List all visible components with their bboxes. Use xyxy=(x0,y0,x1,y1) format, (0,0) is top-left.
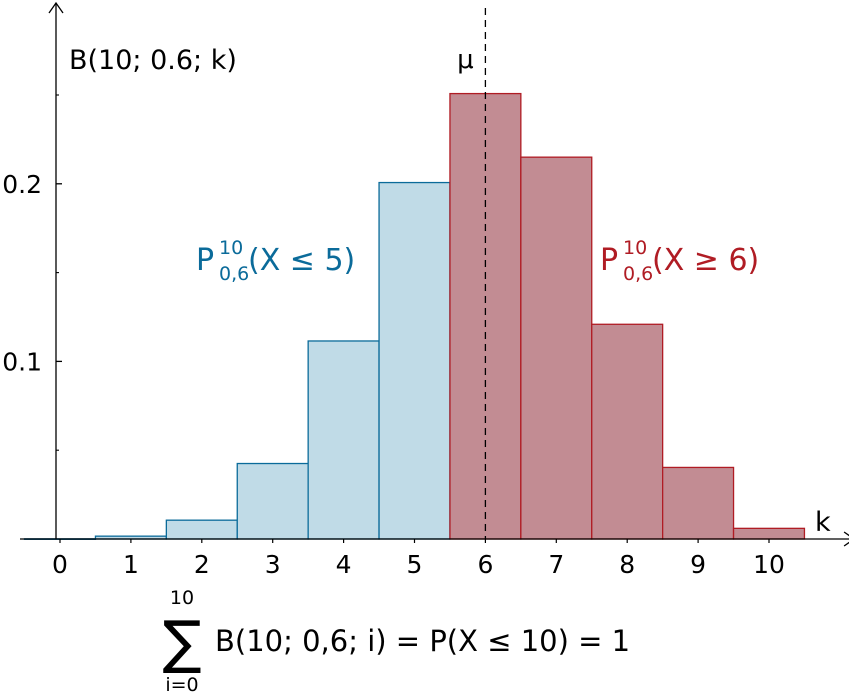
bar-k-4 xyxy=(307,340,380,540)
annotation-right: P 10 0,6 (X ≥ 6) xyxy=(600,237,759,285)
bar-k-10 xyxy=(732,527,806,540)
x-axis-label: k xyxy=(815,507,831,538)
x-axis-arrow xyxy=(843,531,849,547)
sum-upper-limit: 10 xyxy=(170,587,194,609)
y-tick-labels: 0.1 0.2 xyxy=(2,170,42,377)
bar-k-8 xyxy=(591,323,664,540)
annotation-right-sup: 10 xyxy=(623,237,647,259)
x-tick-label-1: 1 xyxy=(123,550,139,579)
x-tick-label-8: 8 xyxy=(619,550,635,579)
annotation-left: P 10 0,6 (X ≤ 5) xyxy=(196,237,355,285)
bar-k-3 xyxy=(236,462,309,540)
annotation-right-text: (X ≥ 6) xyxy=(652,243,759,278)
mean-label: μ xyxy=(457,45,474,75)
histogram-bars xyxy=(23,92,806,540)
x-tick-label-4: 4 xyxy=(336,550,352,579)
summation-formula: ∑ 10 i=0 B(10; 0,6; i) = P(X ≤ 10) = 1 xyxy=(162,587,630,696)
x-tick-label-10: 10 xyxy=(753,550,785,579)
annotation-left-prefix: P xyxy=(196,243,214,278)
annotation-left-sup: 10 xyxy=(219,237,243,259)
bar-k-9 xyxy=(662,466,735,540)
bar-k-5 xyxy=(378,181,451,540)
y-axis-arrow xyxy=(48,1,64,14)
annotation-right-prefix: P xyxy=(600,243,618,278)
x-tick-labels: 0 1 2 3 4 5 6 7 8 9 10 xyxy=(52,550,785,579)
sum-expression: B(10; 0,6; i) = P(X ≤ 10) = 1 xyxy=(215,624,630,658)
x-tick-label-7: 7 xyxy=(548,550,564,579)
y-tick-label: 0.1 xyxy=(2,347,42,376)
annotation-right-sub: 0,6 xyxy=(623,263,653,285)
y-tick-label: 0.2 xyxy=(2,170,42,199)
sum-symbol: ∑ xyxy=(162,608,201,676)
bar-k-2 xyxy=(165,519,238,540)
x-tick-label-2: 2 xyxy=(194,550,210,579)
x-tick-label-5: 5 xyxy=(407,550,423,579)
bar-k-6 xyxy=(449,92,522,540)
annotation-left-text: (X ≤ 5) xyxy=(248,243,355,278)
x-tick-label-6: 6 xyxy=(477,550,493,579)
axes xyxy=(20,1,849,547)
sum-lower-limit: i=0 xyxy=(165,674,198,696)
annotation-left-sub: 0,6 xyxy=(219,263,249,285)
x-tick-label-3: 3 xyxy=(265,550,281,579)
x-tick-label-0: 0 xyxy=(52,550,68,579)
bar-k-7 xyxy=(520,156,593,540)
x-tick-label-9: 9 xyxy=(690,550,706,579)
y-axis-label: B(10; 0.6; k) xyxy=(69,45,237,76)
binomial-histogram: 0 1 2 3 4 5 6 7 8 9 10 0.1 0.2 μ B(10; 0.6; k) k P … xyxy=(2,1,849,579)
